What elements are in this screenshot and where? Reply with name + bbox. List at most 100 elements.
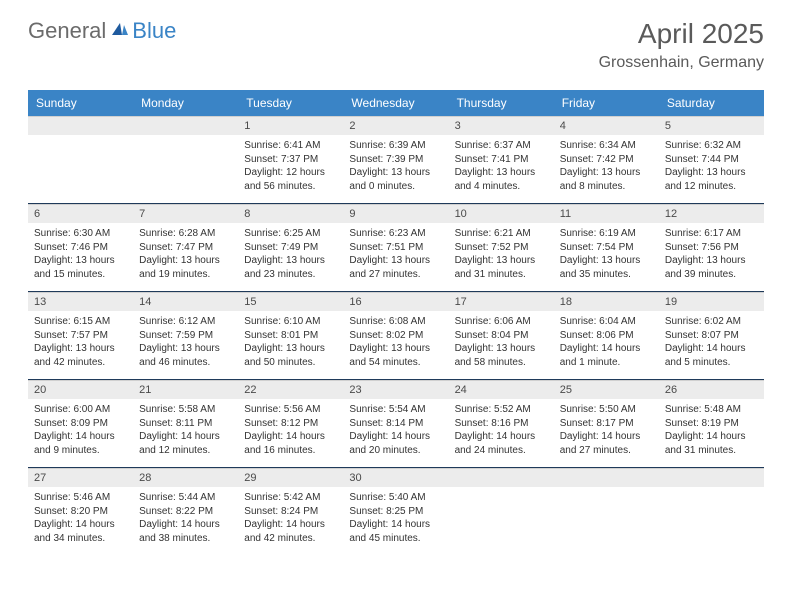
daylight-line2: and 50 minutes.	[244, 356, 337, 370]
day-number	[659, 468, 764, 487]
day-number: 7	[133, 204, 238, 223]
day-cell: 10Sunrise: 6:21 AMSunset: 7:52 PMDayligh…	[449, 204, 554, 289]
weekday-tuesday: Tuesday	[238, 90, 343, 116]
daylight-line2: and 9 minutes.	[34, 444, 127, 458]
daylight-line1: Daylight: 13 hours	[455, 254, 548, 268]
weekday-saturday: Saturday	[659, 90, 764, 116]
day-number: 10	[449, 204, 554, 223]
daylight-line1: Daylight: 14 hours	[560, 430, 653, 444]
day-content: Sunrise: 5:48 AMSunset: 8:19 PMDaylight:…	[659, 399, 764, 465]
day-number	[133, 116, 238, 135]
day-cell: 14Sunrise: 6:12 AMSunset: 7:59 PMDayligh…	[133, 292, 238, 377]
day-number: 6	[28, 204, 133, 223]
day-content	[133, 135, 238, 197]
sunset-text: Sunset: 8:14 PM	[349, 417, 442, 431]
daylight-line2: and 42 minutes.	[244, 532, 337, 546]
calendar-grid: Sunday Monday Tuesday Wednesday Thursday…	[28, 90, 764, 553]
week-row: 27Sunrise: 5:46 AMSunset: 8:20 PMDayligh…	[28, 468, 764, 553]
day-content: Sunrise: 6:21 AMSunset: 7:52 PMDaylight:…	[449, 223, 554, 289]
day-cell: 21Sunrise: 5:58 AMSunset: 8:11 PMDayligh…	[133, 380, 238, 465]
day-number	[28, 116, 133, 135]
week-row: 13Sunrise: 6:15 AMSunset: 7:57 PMDayligh…	[28, 292, 764, 377]
day-cell: 16Sunrise: 6:08 AMSunset: 8:02 PMDayligh…	[343, 292, 448, 377]
day-cell: 25Sunrise: 5:50 AMSunset: 8:17 PMDayligh…	[554, 380, 659, 465]
day-content: Sunrise: 6:39 AMSunset: 7:39 PMDaylight:…	[343, 135, 448, 201]
sunrise-text: Sunrise: 6:04 AM	[560, 315, 653, 329]
day-content: Sunrise: 5:42 AMSunset: 8:24 PMDaylight:…	[238, 487, 343, 553]
sunset-text: Sunset: 8:22 PM	[139, 505, 232, 519]
sunset-text: Sunset: 8:19 PM	[665, 417, 758, 431]
sunrise-text: Sunrise: 6:17 AM	[665, 227, 758, 241]
day-content	[554, 487, 659, 549]
day-cell: 11Sunrise: 6:19 AMSunset: 7:54 PMDayligh…	[554, 204, 659, 289]
daylight-line1: Daylight: 13 hours	[34, 342, 127, 356]
daylight-line1: Daylight: 13 hours	[455, 166, 548, 180]
daylight-line1: Daylight: 14 hours	[34, 430, 127, 444]
sunset-text: Sunset: 8:20 PM	[34, 505, 127, 519]
sunrise-text: Sunrise: 6:39 AM	[349, 139, 442, 153]
day-content: Sunrise: 6:02 AMSunset: 8:07 PMDaylight:…	[659, 311, 764, 377]
day-number: 1	[238, 116, 343, 135]
sunset-text: Sunset: 8:25 PM	[349, 505, 442, 519]
daylight-line1: Daylight: 14 hours	[244, 430, 337, 444]
sunset-text: Sunset: 7:42 PM	[560, 153, 653, 167]
daylight-line2: and 39 minutes.	[665, 268, 758, 282]
day-number: 22	[238, 380, 343, 399]
daylight-line2: and 19 minutes.	[139, 268, 232, 282]
day-content: Sunrise: 6:34 AMSunset: 7:42 PMDaylight:…	[554, 135, 659, 201]
daylight-line1: Daylight: 13 hours	[665, 254, 758, 268]
sunrise-text: Sunrise: 5:58 AM	[139, 403, 232, 417]
day-cell: 28Sunrise: 5:44 AMSunset: 8:22 PMDayligh…	[133, 468, 238, 553]
daylight-line1: Daylight: 14 hours	[139, 518, 232, 532]
daylight-line2: and 42 minutes.	[34, 356, 127, 370]
day-content: Sunrise: 5:46 AMSunset: 8:20 PMDaylight:…	[28, 487, 133, 553]
day-number: 29	[238, 468, 343, 487]
day-cell: 24Sunrise: 5:52 AMSunset: 8:16 PMDayligh…	[449, 380, 554, 465]
day-content: Sunrise: 5:40 AMSunset: 8:25 PMDaylight:…	[343, 487, 448, 553]
day-number: 18	[554, 292, 659, 311]
daylight-line1: Daylight: 13 hours	[244, 342, 337, 356]
day-number: 9	[343, 204, 448, 223]
month-title: April 2025	[599, 18, 764, 50]
location-text: Grossenhain, Germany	[599, 54, 764, 72]
sunset-text: Sunset: 7:39 PM	[349, 153, 442, 167]
day-number: 23	[343, 380, 448, 399]
sunrise-text: Sunrise: 5:52 AM	[455, 403, 548, 417]
day-content: Sunrise: 6:41 AMSunset: 7:37 PMDaylight:…	[238, 135, 343, 201]
logo-text-blue: Blue	[132, 18, 176, 44]
day-content: Sunrise: 5:58 AMSunset: 8:11 PMDaylight:…	[133, 399, 238, 465]
daylight-line1: Daylight: 14 hours	[34, 518, 127, 532]
weekday-thursday: Thursday	[449, 90, 554, 116]
day-number	[554, 468, 659, 487]
day-content: Sunrise: 6:10 AMSunset: 8:01 PMDaylight:…	[238, 311, 343, 377]
day-number: 14	[133, 292, 238, 311]
sunset-text: Sunset: 7:49 PM	[244, 241, 337, 255]
sunrise-text: Sunrise: 5:40 AM	[349, 491, 442, 505]
daylight-line1: Daylight: 13 hours	[349, 342, 442, 356]
day-content: Sunrise: 6:08 AMSunset: 8:02 PMDaylight:…	[343, 311, 448, 377]
week-row: 6Sunrise: 6:30 AMSunset: 7:46 PMDaylight…	[28, 204, 764, 289]
day-number: 24	[449, 380, 554, 399]
day-cell: 7Sunrise: 6:28 AMSunset: 7:47 PMDaylight…	[133, 204, 238, 289]
day-number: 20	[28, 380, 133, 399]
day-cell: 5Sunrise: 6:32 AMSunset: 7:44 PMDaylight…	[659, 116, 764, 201]
daylight-line1: Daylight: 14 hours	[349, 518, 442, 532]
daylight-line1: Daylight: 13 hours	[560, 166, 653, 180]
day-content: Sunrise: 6:25 AMSunset: 7:49 PMDaylight:…	[238, 223, 343, 289]
daylight-line2: and 35 minutes.	[560, 268, 653, 282]
day-content: Sunrise: 6:32 AMSunset: 7:44 PMDaylight:…	[659, 135, 764, 201]
weeks-container: 1Sunrise: 6:41 AMSunset: 7:37 PMDaylight…	[28, 116, 764, 553]
daylight-line1: Daylight: 13 hours	[244, 254, 337, 268]
daylight-line1: Daylight: 12 hours	[244, 166, 337, 180]
day-content	[659, 487, 764, 549]
title-block: April 2025 Grossenhain, Germany	[599, 18, 764, 72]
day-content: Sunrise: 6:37 AMSunset: 7:41 PMDaylight:…	[449, 135, 554, 201]
sunrise-text: Sunrise: 6:32 AM	[665, 139, 758, 153]
sunrise-text: Sunrise: 6:34 AM	[560, 139, 653, 153]
day-number: 3	[449, 116, 554, 135]
day-number: 16	[343, 292, 448, 311]
day-number: 8	[238, 204, 343, 223]
day-cell: 23Sunrise: 5:54 AMSunset: 8:14 PMDayligh…	[343, 380, 448, 465]
day-content: Sunrise: 6:30 AMSunset: 7:46 PMDaylight:…	[28, 223, 133, 289]
daylight-line1: Daylight: 13 hours	[34, 254, 127, 268]
